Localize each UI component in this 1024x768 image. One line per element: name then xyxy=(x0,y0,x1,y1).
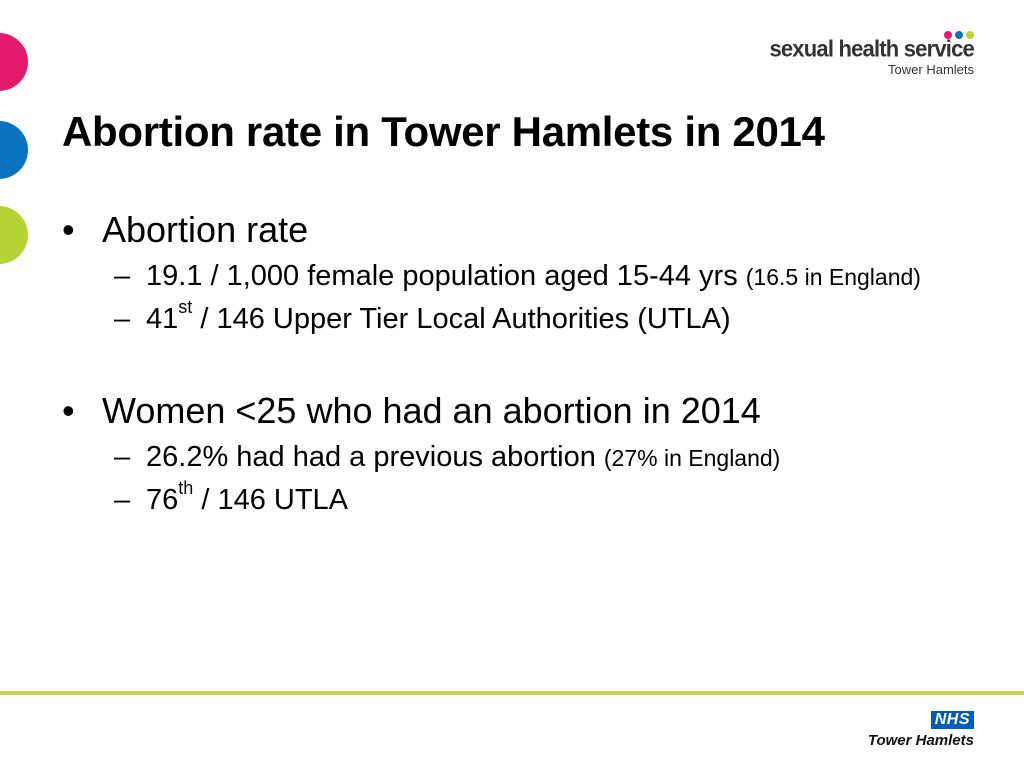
logo-dots-icon xyxy=(769,26,974,39)
sexual-health-service-logo: sexual health service Tower Hamlets xyxy=(769,26,975,78)
rank-suffix: th xyxy=(178,478,194,499)
bullet-women-under-25: • Women <25 who had an abortion in 2014 xyxy=(62,389,962,433)
nhs-organisation: Tower Hamlets xyxy=(867,732,974,749)
dash-icon: – xyxy=(114,260,131,292)
sub-bullet-previous-abortion: – 26.2% had had a previous abortion (27%… xyxy=(62,439,962,476)
bullet-heading: Abortion rate xyxy=(102,209,309,250)
rank-suffix: st xyxy=(178,297,193,318)
rank-number: 76 xyxy=(146,484,179,516)
pink-circle-decoration xyxy=(0,33,28,91)
rank-text: / 146 Upper Tier Local Authorities (UTLA… xyxy=(192,303,731,335)
slide-title: Abortion rate in Tower Hamlets in 2014 xyxy=(62,108,825,155)
rank-number: 41 xyxy=(146,303,179,335)
sub-bullet-text: 19.1 / 1,000 female population aged 15-4… xyxy=(146,260,738,292)
footer-divider xyxy=(0,691,1024,695)
blue-circle-decoration xyxy=(0,121,28,179)
sub-bullet-rate: – 19.1 / 1,000 female population aged 15… xyxy=(62,258,962,295)
sub-bullet-rank: – 76th / 146 UTLA xyxy=(62,479,962,518)
sub-bullet-rank: – 41st / 146 Upper Tier Local Authoritie… xyxy=(62,298,962,337)
bullet-abortion-rate: • Abortion rate xyxy=(62,208,962,252)
bullet-icon: • xyxy=(62,390,75,431)
england-comparison: (27% in England) xyxy=(603,445,781,471)
logo-title: sexual health service xyxy=(769,35,974,62)
england-comparison: (16.5 in England) xyxy=(745,264,921,290)
nhs-logo: NHS Tower Hamlets xyxy=(868,711,974,749)
rank-text: / 146 UTLA xyxy=(193,484,349,516)
green-circle-decoration xyxy=(0,206,28,264)
bullet-list: • Abortion rate – 19.1 / 1,000 female po… xyxy=(62,208,962,518)
nhs-badge: NHS xyxy=(930,711,974,729)
bullet-heading: Women <25 who had an abortion in 2014 xyxy=(102,390,761,431)
dash-icon: – xyxy=(114,303,131,335)
sub-bullet-text: 26.2% had had a previous abortion xyxy=(146,441,596,473)
logo-subtitle: Tower Hamlets xyxy=(888,62,974,77)
dash-icon: – xyxy=(114,441,131,473)
bullet-icon: • xyxy=(62,209,75,250)
dash-icon: – xyxy=(114,484,131,516)
